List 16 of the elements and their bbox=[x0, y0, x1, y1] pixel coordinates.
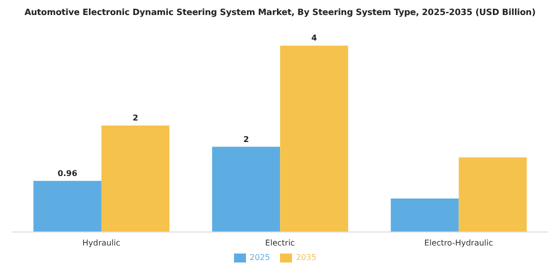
legend-label: 2035 bbox=[296, 253, 316, 262]
bar bbox=[33, 180, 102, 232]
chart-title: Automotive Electronic Dynamic Steering System Market, By Steering System Type, 2025-2035 (USD Billion) bbox=[23, 8, 537, 18]
bar bbox=[280, 46, 348, 232]
data-label: 0.96 bbox=[58, 168, 78, 178]
bar bbox=[458, 157, 527, 232]
bar bbox=[212, 146, 280, 232]
data-label: 4 bbox=[311, 34, 318, 43]
bar bbox=[390, 198, 459, 232]
x-tick-label: Electro-Hydraulic bbox=[424, 238, 494, 248]
bar bbox=[101, 125, 170, 232]
data-label: 2 bbox=[132, 113, 138, 122]
legend-label: 2025 bbox=[250, 253, 270, 262]
x-tick-label: Hydraulic bbox=[82, 238, 120, 248]
data-label: 2 bbox=[243, 134, 249, 144]
x-tick-label: Electric bbox=[265, 238, 295, 248]
